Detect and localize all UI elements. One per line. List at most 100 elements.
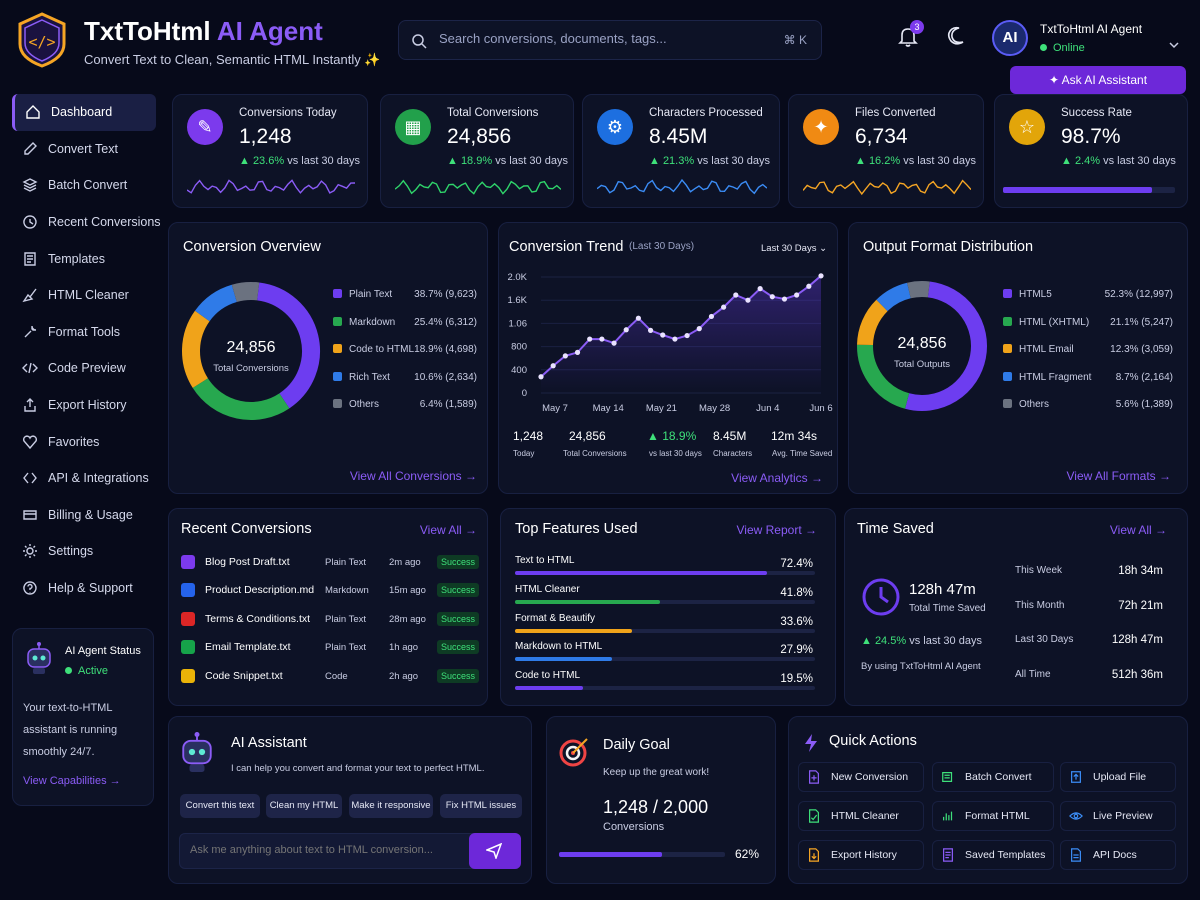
suggestion-chip[interactable]: Convert this text xyxy=(180,794,260,818)
feature-label: Code to HTML xyxy=(515,670,581,682)
sidebar-item-help-support[interactable]: Help & Support xyxy=(12,570,156,607)
quick-action-saved-templates[interactable]: Saved Templates xyxy=(932,840,1054,870)
legend-swatch xyxy=(1003,289,1012,298)
suggestion-chip[interactable]: Make it responsive xyxy=(349,794,433,818)
quick-action-label: Live Preview xyxy=(1093,810,1153,822)
quick-action-label: HTML Cleaner xyxy=(831,810,899,822)
sidebar-item-convert-text[interactable]: Convert Text xyxy=(12,131,156,168)
daily-goal-value: 1,248 / 2,000 xyxy=(603,797,709,817)
trend-stat-label: vs last 30 days xyxy=(649,449,702,458)
time-saved-card: Time Saved View All → 128h 47m Total Tim… xyxy=(844,508,1188,706)
send-button[interactable] xyxy=(469,833,521,869)
view-report-link[interactable]: View Report → xyxy=(736,523,817,537)
chevron-down-icon[interactable] xyxy=(1168,40,1180,50)
legend-value: 25.4% (6,312) xyxy=(414,316,477,328)
trend-point xyxy=(757,286,763,292)
feature-bar xyxy=(515,628,815,633)
view-capabilities-link[interactable]: View Capabilities → xyxy=(23,775,121,787)
trend-stat-label: Characters xyxy=(713,449,753,458)
quick-action-format-html[interactable]: Format HTML xyxy=(932,801,1054,831)
search-bar[interactable]: ⌘ K xyxy=(398,20,822,60)
file-name: Terms & Conditions.txt xyxy=(205,612,311,625)
stat-value: 98.7% xyxy=(1061,125,1121,148)
quick-action-export-history[interactable]: Export History xyxy=(798,840,924,870)
table-row[interactable]: Terms & Conditions.txt Plain Text 28m ago S… xyxy=(181,611,481,632)
view-all-conversions-link[interactable]: View All Conversions → xyxy=(349,469,477,483)
sidebar-item-code-preview[interactable]: Code Preview xyxy=(12,350,156,387)
suggestion-chip[interactable]: Clean my HTML xyxy=(266,794,342,818)
quick-action-batch-convert[interactable]: Batch Convert xyxy=(932,762,1054,792)
file-type: Code xyxy=(325,670,348,682)
daily-goal-card: Daily Goal Keep up the great work! 1,248… xyxy=(546,716,776,884)
time-saved-total: 128h 47m xyxy=(909,581,976,598)
legend-value: 10.6% (2,634) xyxy=(414,371,477,383)
sidebar-item-format-tools[interactable]: Format Tools xyxy=(12,314,156,351)
output-format-card: Output Format Distribution 24,856 Total … xyxy=(848,222,1188,494)
legend-item: HTML Fragment 8.7% (2,164) xyxy=(1003,371,1173,383)
legend-item: HTML5 52.3% (12,997) xyxy=(1003,289,1173,300)
sidebar-item-html-cleaner[interactable]: HTML Cleaner xyxy=(12,277,156,314)
search-input[interactable] xyxy=(439,31,769,46)
sidebar-item-settings[interactable]: Settings xyxy=(12,533,156,570)
donut-slice-plain-text xyxy=(256,282,320,409)
conversion-overview-title: Conversion Overview xyxy=(183,239,321,255)
sidebar-item-favorites[interactable]: Favorites xyxy=(12,423,156,460)
legend-item: Code to HTML 18.9% (4,698) xyxy=(333,344,477,355)
donut-slice-others xyxy=(231,282,260,303)
ask-ai-assistant-button[interactable]: ✦ Ask AI Assistant xyxy=(1010,66,1186,94)
feature-pct: 41.8% xyxy=(780,586,813,599)
view-analytics-link[interactable]: View Analytics → xyxy=(731,471,823,485)
sidebar-item-recent-conversions[interactable]: Recent Conversions xyxy=(12,204,161,241)
user-status: Online xyxy=(1040,42,1085,54)
feature-pct: 27.9% xyxy=(780,644,813,657)
table-row[interactable]: Blog Post Draft.txt Plain Text 2m ago Succe… xyxy=(181,555,481,575)
feature-bar xyxy=(515,657,815,662)
quick-action-new-conversion[interactable]: New Conversion xyxy=(798,762,924,792)
quick-action-upload-file[interactable]: Upload File xyxy=(1060,762,1176,792)
trend-point xyxy=(647,327,654,333)
time-saved-view-all-link[interactable]: View All → xyxy=(1109,523,1167,537)
search-icon xyxy=(412,34,427,49)
sidebar-item-label: Help & Support xyxy=(48,581,133,596)
feature-bar xyxy=(515,599,815,604)
stat-change: ▲ 2.4% vs last 30 days xyxy=(1061,155,1176,167)
table-row[interactable]: Product Description.md Markdown 15m ago Suc… xyxy=(181,583,481,603)
sidebar-item-api-integrations[interactable]: API & Integrations xyxy=(12,460,156,497)
avatar[interactable]: AI xyxy=(992,20,1028,56)
gear-icon: ⚙ xyxy=(597,109,633,145)
table-row[interactable]: Code Snippet.txt Code 2h ago Success xyxy=(181,668,481,689)
legend-value: 12.3% (3,059) xyxy=(1110,344,1173,355)
view-all-formats-link[interactable]: View All Formats → xyxy=(1066,469,1171,483)
recent-view-all-link[interactable]: View All → xyxy=(419,523,477,537)
suggestion-chip[interactable]: Fix HTML issues xyxy=(440,794,522,818)
gear-icon xyxy=(23,544,37,559)
recent-conversions-title: Recent Conversions xyxy=(181,521,312,537)
sidebar-item-dashboard[interactable]: Dashboard xyxy=(12,94,156,131)
sidebar-item-templates[interactable]: Templates xyxy=(12,240,156,277)
quick-action-live-preview[interactable]: Live Preview xyxy=(1060,801,1176,831)
quick-action-html-cleaner[interactable]: HTML Cleaner xyxy=(798,801,924,831)
range-select[interactable]: Last 30 Days ⌄ xyxy=(761,243,828,254)
file-name: Email Template.txt xyxy=(205,641,291,654)
ai-assistant-input[interactable] xyxy=(190,844,460,856)
code-icon xyxy=(22,363,38,374)
robot-icon xyxy=(182,732,212,772)
sidebar-item-billing-usage[interactable]: Billing & Usage xyxy=(12,497,156,534)
status-badge: Success xyxy=(437,583,480,598)
doc-icon xyxy=(1071,848,1081,862)
trend-stat-label: Avg. Time Saved xyxy=(772,449,833,458)
sidebar-item-batch-convert[interactable]: Batch Convert xyxy=(12,167,156,204)
quick-action-api-docs[interactable]: API Docs xyxy=(1060,840,1176,870)
table-row[interactable]: Email Template.txt Plain Text 1h ago Succes… xyxy=(181,640,481,660)
sidebar-item-label: Batch Convert xyxy=(48,178,128,193)
sidebar-item-export-history[interactable]: Export History xyxy=(12,387,156,424)
output-format-title: Output Format Distribution xyxy=(863,239,1034,255)
time-saved-note: By using TxtToHtml AI Agent xyxy=(861,661,981,672)
sidebar-item-label: Dashboard xyxy=(51,105,113,120)
theme-toggle-button[interactable] xyxy=(944,24,972,52)
notifications-button[interactable]: 3 xyxy=(896,20,924,52)
search-shortcut: ⌘ K xyxy=(783,33,807,47)
quick-action-label: Export History xyxy=(831,849,897,861)
legend-item: HTML (XHTML) 21.1% (5,247) xyxy=(1003,316,1173,328)
feature-label: Markdown to HTML xyxy=(515,641,603,653)
